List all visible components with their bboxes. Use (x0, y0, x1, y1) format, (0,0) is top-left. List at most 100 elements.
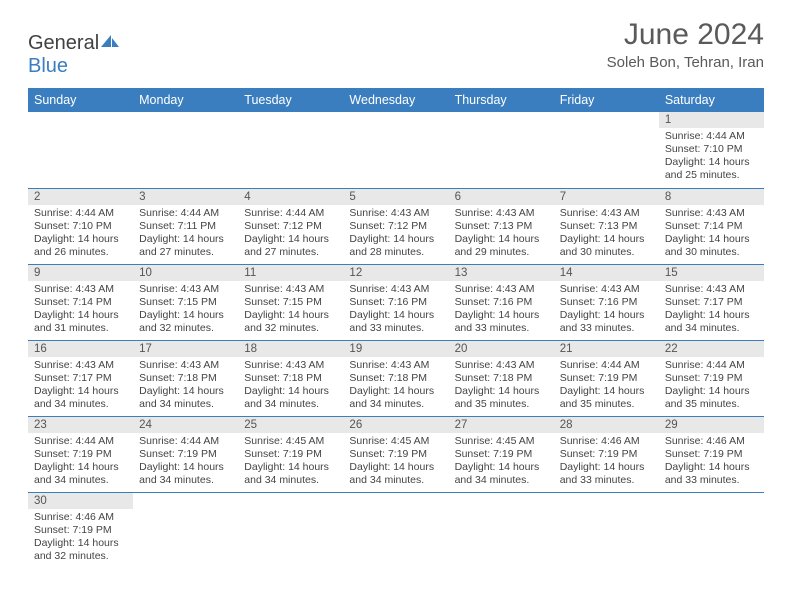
calendar-cell (659, 492, 764, 568)
calendar-cell (554, 112, 659, 188)
sunset-label: Sunset: (244, 296, 280, 308)
sunset-label: Sunset: (560, 296, 596, 308)
sunset-line: Sunset: 7:14 PM (34, 296, 127, 309)
daylight-label: Daylight: (349, 385, 390, 397)
sunrise-line: Sunrise: 4:43 AM (560, 283, 653, 296)
sunset-value: 7:15 PM (178, 296, 217, 308)
sunrise-line: Sunrise: 4:44 AM (139, 435, 232, 448)
day-info: Sunrise: 4:44 AMSunset: 7:11 PMDaylight:… (133, 205, 238, 264)
daylight-label: Daylight: (560, 385, 601, 397)
calendar-cell: 7Sunrise: 4:43 AMSunset: 7:13 PMDaylight… (554, 188, 659, 264)
day-number: 5 (343, 189, 448, 205)
sunrise-line: Sunrise: 4:44 AM (34, 207, 127, 220)
calendar-cell: 2Sunrise: 4:44 AMSunset: 7:10 PMDaylight… (28, 188, 133, 264)
daylight-line: Daylight: 14 hours and 34 minutes. (34, 385, 127, 411)
day-header: Monday (133, 88, 238, 112)
sunset-label: Sunset: (34, 296, 70, 308)
calendar-cell: 15Sunrise: 4:43 AMSunset: 7:17 PMDayligh… (659, 264, 764, 340)
day-number: 18 (238, 341, 343, 357)
sunrise-line: Sunrise: 4:45 AM (349, 435, 442, 448)
day-number: 7 (554, 189, 659, 205)
sunrise-line: Sunrise: 4:46 AM (665, 435, 758, 448)
sunset-value: 7:19 PM (73, 524, 112, 536)
sunrise-label: Sunrise: (349, 359, 388, 371)
sunset-line: Sunset: 7:18 PM (455, 372, 548, 385)
day-info: Sunrise: 4:46 AMSunset: 7:19 PMDaylight:… (659, 433, 764, 492)
daylight-line: Daylight: 14 hours and 33 minutes. (455, 309, 548, 335)
sunrise-value: 4:43 AM (286, 359, 325, 371)
day-number: 9 (28, 265, 133, 281)
day-info: Sunrise: 4:45 AMSunset: 7:19 PMDaylight:… (449, 433, 554, 492)
calendar-cell (133, 492, 238, 568)
page-subtitle: Soleh Bon, Tehran, Iran (607, 54, 764, 71)
daylight-label: Daylight: (244, 309, 285, 321)
sunset-line: Sunset: 7:16 PM (349, 296, 442, 309)
sunrise-label: Sunrise: (560, 283, 599, 295)
sunset-line: Sunset: 7:14 PM (665, 220, 758, 233)
sunset-label: Sunset: (665, 296, 701, 308)
sunrise-value: 4:45 AM (286, 435, 325, 447)
sunrise-value: 4:46 AM (601, 435, 640, 447)
sunrise-line: Sunrise: 4:43 AM (349, 283, 442, 296)
calendar-cell: 22Sunrise: 4:44 AMSunset: 7:19 PMDayligh… (659, 340, 764, 416)
daylight-label: Daylight: (349, 309, 390, 321)
sunrise-label: Sunrise: (665, 130, 704, 142)
sunrise-label: Sunrise: (560, 359, 599, 371)
day-header: Sunday (28, 88, 133, 112)
sunset-line: Sunset: 7:15 PM (139, 296, 232, 309)
calendar-week: 23Sunrise: 4:44 AMSunset: 7:19 PMDayligh… (28, 416, 764, 492)
sunrise-line: Sunrise: 4:43 AM (34, 283, 127, 296)
daylight-label: Daylight: (665, 156, 706, 168)
sunset-value: 7:14 PM (73, 296, 112, 308)
sunset-label: Sunset: (244, 220, 280, 232)
sunset-value: 7:18 PM (388, 372, 427, 384)
sunrise-label: Sunrise: (560, 207, 599, 219)
sunrise-value: 4:43 AM (496, 359, 535, 371)
day-number: 4 (238, 189, 343, 205)
daylight-line: Daylight: 14 hours and 33 minutes. (665, 461, 758, 487)
sunrise-value: 4:43 AM (706, 283, 745, 295)
sunrise-line: Sunrise: 4:43 AM (455, 207, 548, 220)
daylight-line: Daylight: 14 hours and 33 minutes. (560, 309, 653, 335)
sunset-value: 7:18 PM (178, 372, 217, 384)
daylight-line: Daylight: 14 hours and 34 minutes. (244, 461, 337, 487)
sunset-value: 7:19 PM (73, 448, 112, 460)
sunrise-label: Sunrise: (455, 207, 494, 219)
sunset-value: 7:17 PM (73, 372, 112, 384)
calendar-cell (343, 112, 448, 188)
day-info: Sunrise: 4:43 AMSunset: 7:17 PMDaylight:… (28, 357, 133, 416)
sunrise-line: Sunrise: 4:46 AM (560, 435, 653, 448)
sunset-line: Sunset: 7:18 PM (349, 372, 442, 385)
sunrise-value: 4:46 AM (75, 511, 114, 523)
sunset-value: 7:12 PM (388, 220, 427, 232)
sunset-value: 7:18 PM (283, 372, 322, 384)
day-number: 11 (238, 265, 343, 281)
day-header: Thursday (449, 88, 554, 112)
daylight-label: Daylight: (455, 233, 496, 245)
daylight-line: Daylight: 14 hours and 34 minutes. (349, 385, 442, 411)
sunrise-label: Sunrise: (34, 359, 73, 371)
sunrise-label: Sunrise: (455, 435, 494, 447)
daylight-label: Daylight: (139, 461, 180, 473)
day-number: 16 (28, 341, 133, 357)
sunrise-label: Sunrise: (34, 283, 73, 295)
calendar-cell: 16Sunrise: 4:43 AMSunset: 7:17 PMDayligh… (28, 340, 133, 416)
sunset-value: 7:14 PM (703, 220, 742, 232)
day-info: Sunrise: 4:43 AMSunset: 7:16 PMDaylight:… (449, 281, 554, 340)
sunrise-label: Sunrise: (349, 435, 388, 447)
sunrise-value: 4:43 AM (601, 283, 640, 295)
sunset-label: Sunset: (34, 372, 70, 384)
sunrise-line: Sunrise: 4:45 AM (455, 435, 548, 448)
sunrise-value: 4:43 AM (601, 207, 640, 219)
sunset-label: Sunset: (349, 296, 385, 308)
day-number: 29 (659, 417, 764, 433)
day-info: Sunrise: 4:43 AMSunset: 7:17 PMDaylight:… (659, 281, 764, 340)
sunrise-value: 4:44 AM (181, 207, 220, 219)
sunrise-line: Sunrise: 4:43 AM (139, 359, 232, 372)
sunrise-line: Sunrise: 4:46 AM (34, 511, 127, 524)
daylight-label: Daylight: (560, 233, 601, 245)
sunset-line: Sunset: 7:17 PM (34, 372, 127, 385)
sunrise-value: 4:43 AM (391, 359, 430, 371)
calendar-cell: 24Sunrise: 4:44 AMSunset: 7:19 PMDayligh… (133, 416, 238, 492)
daylight-line: Daylight: 14 hours and 34 minutes. (455, 461, 548, 487)
